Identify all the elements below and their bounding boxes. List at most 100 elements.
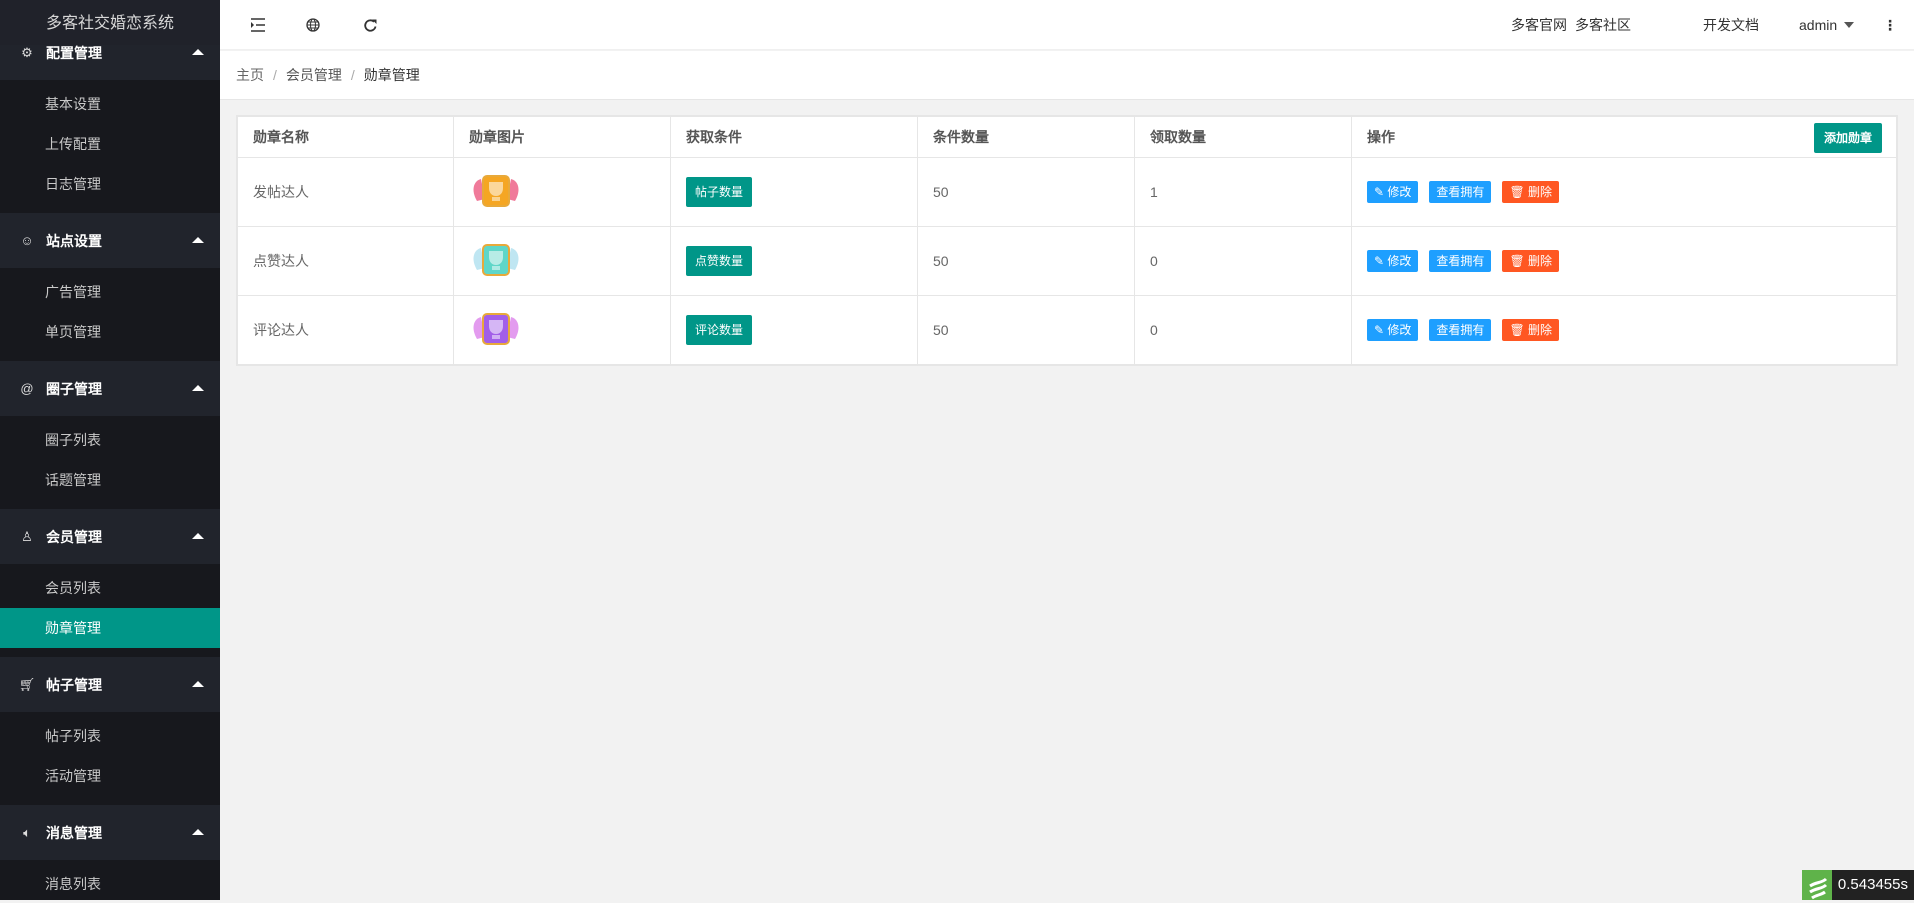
app-logo: 多客社交婚恋系统 [0,0,220,45]
sidebar-submenu: 圈子列表 话题管理 [0,416,220,509]
timer-value: 0.543455s [1831,870,1914,900]
refresh-icon[interactable] [360,15,380,35]
edit-button[interactable]: ✎ 修改 [1367,181,1419,203]
sidebar-item[interactable]: 活动管理 [45,768,101,784]
trash-icon: 🗑︎ [1509,185,1525,199]
breadcrumb-home[interactable]: 主页 [236,67,264,83]
badge-image-cell [453,157,671,227]
col-claimed: 领取数量 [1134,116,1352,158]
condition-tag: 帖子数量 [686,177,753,207]
col-condition: 获取条件 [670,116,918,158]
view-owners-button[interactable]: 查看拥有 [1429,250,1492,272]
pencil-icon: ✎ [1374,323,1385,337]
more-vertical-icon[interactable]: ⋮ [1883,17,1897,33]
col-actions-label: 操作 [1367,129,1395,145]
sidebar-group-label: 站点设置 [46,232,102,249]
claimed-count: 1 [1134,157,1352,227]
sidebar-group-2[interactable]: @ 圈子管理 [0,361,220,416]
edit-label: 修改 [1387,185,1412,199]
sidebar-item[interactable]: 日志管理 [45,176,101,192]
edit-button[interactable]: ✎ 修改 [1367,319,1419,341]
actions-cell: ✎ 修改 查看拥有 🗑︎ 删除 [1351,226,1897,296]
add-badge-button[interactable]: 添加勋章 [1813,123,1882,153]
col-name: 勋章名称 [237,116,454,158]
sidebar-item[interactable]: 勋章管理 [0,608,220,648]
condition-tag: 点赞数量 [686,246,753,276]
claimed-count: 0 [1134,226,1352,296]
sidebar-item[interactable]: 基本设置 [45,96,101,112]
condition-cell: 帖子数量 [670,157,918,227]
badge-name: 发帖达人 [237,157,454,227]
edit-label: 修改 [1387,254,1412,268]
sidebar-submenu: 会员列表勋章管理 [0,564,220,657]
sidebar-item[interactable]: 单页管理 [45,324,101,340]
globe-icon[interactable] [303,15,323,35]
sidebar-item[interactable]: 会员列表 [45,580,101,596]
badge-name: 评论达人 [237,295,454,365]
badge-name: 点赞达人 [237,226,454,296]
sidebar-group-3[interactable]: ♙ 会员管理 [0,509,220,564]
trace-logo-icon[interactable] [1801,870,1832,900]
caret-down-icon [1844,22,1855,28]
caret-up-icon [192,385,204,391]
sidebar-item[interactable]: 帖子列表 [45,728,101,744]
sidebar-item[interactable]: 上传配置 [45,136,101,152]
delete-label: 删除 [1528,185,1553,199]
sidebar-group-label: 会员管理 [46,528,102,545]
edit-label: 修改 [1387,323,1412,337]
claimed-count: 0 [1134,295,1352,365]
condition-count: 50 [917,226,1135,296]
delete-button[interactable]: 🗑︎ 删除 [1502,181,1560,203]
col-actions: 操作 添加勋章 [1351,116,1897,158]
link-dev-docs[interactable]: 开发文档 [1703,17,1759,33]
pencil-icon: ✎ [1374,254,1385,268]
edit-button[interactable]: ✎ 修改 [1367,250,1419,272]
view-owners-button[interactable]: 查看拥有 [1429,319,1492,341]
badge-image [473,174,519,207]
sidebar-item[interactable]: 话题管理 [45,472,101,488]
smile-icon: ☺ [20,233,34,248]
col-count: 条件数量 [917,116,1135,158]
badge-table: 勋章名称 勋章图片 获取条件 条件数量 领取数量 操作 添加勋章 发帖达人 帖子数… [236,115,1898,366]
user-menu[interactable]: admin [1799,0,1855,50]
table-row: 发帖达人 帖子数量 50 1 ✎ 修改 查看拥有 🗑︎ 删除 [237,157,1897,227]
condition-count: 50 [917,157,1135,227]
delete-button[interactable]: 🗑︎ 删除 [1502,319,1560,341]
delete-label: 删除 [1528,323,1553,337]
sidebar: 多客社交婚恋系统 ⚙ 配置管理 基本设置 上传配置 日志管理 ☺ 站点设置 广告管理 单页管理 @… [0,0,220,900]
badge-image [473,243,519,276]
link-community[interactable]: 多客社区 [1575,17,1631,33]
condition-count: 50 [917,295,1135,365]
pencil-icon: ✎ [1374,185,1385,199]
user-icon: ♙ [21,528,33,544]
sidebar-group-5[interactable]: 🔈︎ 消息管理 [0,805,220,860]
sidebar-item[interactable]: 消息列表 [45,876,101,892]
breadcrumb-current: 勋章管理 [363,67,420,83]
sidebar-group-label: 圈子管理 [46,380,102,397]
caret-up-icon [192,237,204,243]
link-official-site[interactable]: 多客官网 [1511,17,1567,33]
breadcrumb-member[interactable]: 会员管理 [285,67,342,83]
breadcrumb: 主页 / 会员管理 / 勋章管理 [220,51,1914,100]
view-owners-button[interactable]: 查看拥有 [1429,181,1492,203]
delete-label: 删除 [1528,254,1553,268]
cart-icon: 🛒︎ [18,676,36,692]
condition-cell: 评论数量 [670,295,918,365]
sidebar-item[interactable]: 广告管理 [45,284,101,300]
col-image: 勋章图片 [453,116,671,158]
delete-button[interactable]: 🗑︎ 删除 [1502,250,1560,272]
condition-tag: 评论数量 [686,315,753,345]
menu-fold-icon[interactable] [248,15,268,35]
caret-up-icon [192,681,204,687]
sidebar-item[interactable]: 圈子列表 [45,432,101,448]
sidebar-group-1[interactable]: ☺ 站点设置 [0,213,220,268]
sidebar-group-label: 配置管理 [46,44,102,61]
sidebar-group-label: 帖子管理 [46,676,102,693]
at-icon: @ [20,381,34,396]
speaker-icon: 🔈︎ [23,824,31,840]
sidebar-submenu: 消息列表 [0,860,220,900]
badge-image-cell [453,226,671,296]
sidebar-group-label: 消息管理 [46,824,102,841]
sidebar-group-4[interactable]: 🛒︎ 帖子管理 [0,657,220,712]
trash-icon: 🗑︎ [1509,323,1525,337]
